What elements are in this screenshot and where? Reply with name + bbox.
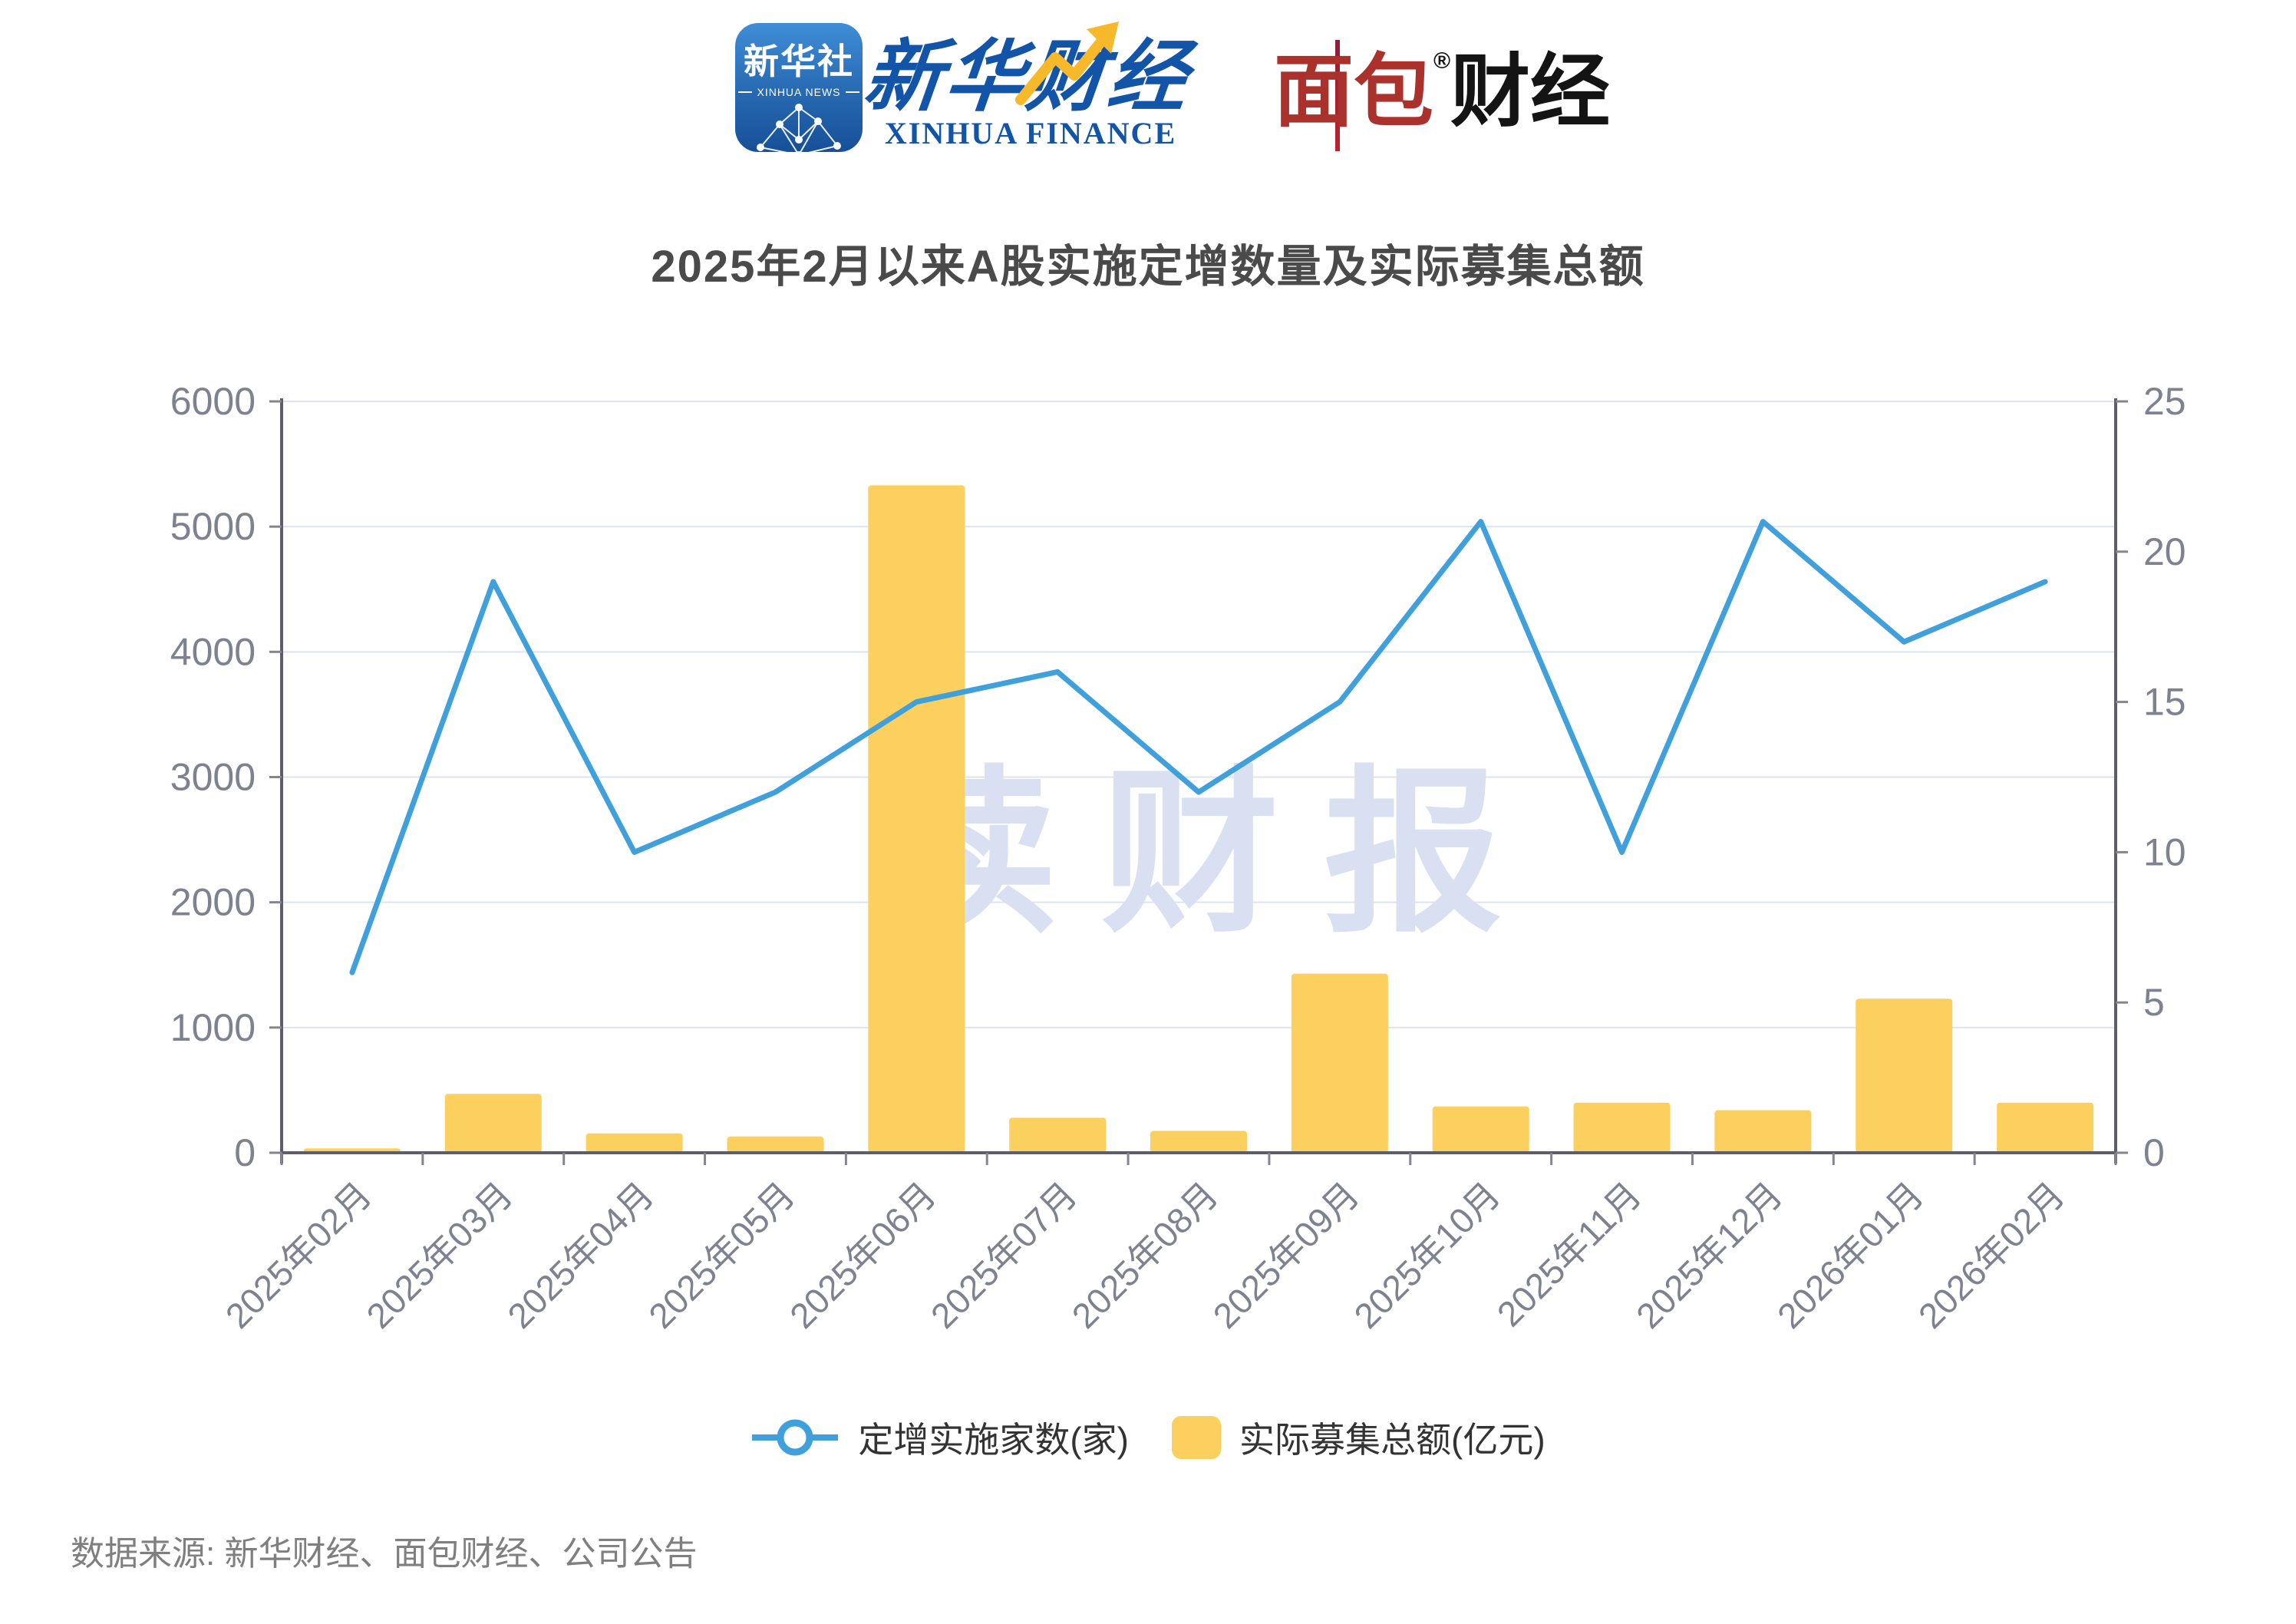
bar[interactable] bbox=[1997, 1102, 2094, 1153]
xinhua-news-logo-icon: 新华社 XINHUA NEWS bbox=[735, 23, 863, 152]
page-title: 2025年2月以来A股实施定增数量及实际募集总额 bbox=[651, 242, 1645, 292]
legend-label-bar-series: 实际募集总额(亿元) bbox=[1239, 1420, 1546, 1460]
xinhua-finance-en: XINHUA FINANCE bbox=[884, 116, 1177, 150]
x-tick-label: 2025年02月 bbox=[218, 1174, 379, 1335]
network-globe-icon bbox=[757, 104, 841, 152]
x-tick-label: 2025年08月 bbox=[1064, 1174, 1226, 1335]
x-tick-label: 2025年03月 bbox=[358, 1174, 520, 1335]
y-axis-right-label: 10 bbox=[2143, 830, 2186, 873]
bread-finance-logo: 面包®财经 bbox=[1274, 38, 1610, 146]
line-series-marker-icon bbox=[752, 1419, 839, 1456]
bread-finance-logo-red: 面包 bbox=[1274, 48, 1434, 137]
bar[interactable] bbox=[1291, 973, 1388, 1153]
y-axis-left-label: 4000 bbox=[170, 630, 256, 673]
bar[interactable] bbox=[1009, 1117, 1107, 1153]
legend-label-line-series: 定增实施家数(家) bbox=[858, 1420, 1129, 1460]
x-tick-label: 2025年10月 bbox=[1346, 1174, 1507, 1335]
y-axis-left-label: 1000 bbox=[170, 1006, 256, 1049]
xinhua-news-logo-cn: 新华社 bbox=[744, 41, 854, 81]
x-tick-label: 2026年02月 bbox=[1911, 1174, 2072, 1335]
bar[interactable] bbox=[586, 1133, 683, 1153]
bar[interactable] bbox=[868, 485, 965, 1153]
y-axis-right-label: 0 bbox=[2143, 1131, 2165, 1174]
x-tick-label: 2025年06月 bbox=[782, 1174, 943, 1335]
x-tick-label: 2025年04月 bbox=[500, 1174, 661, 1335]
y-axis-right-label: 5 bbox=[2143, 981, 2165, 1024]
line-series[interactable] bbox=[349, 519, 2048, 975]
chart-legend: 定增实施家数(家) 实际募集总额(亿元) bbox=[0, 1412, 2296, 1463]
bar[interactable] bbox=[1150, 1131, 1247, 1153]
registered-trademark-icon: ® bbox=[1433, 48, 1451, 74]
bar[interactable] bbox=[1573, 1102, 1671, 1153]
x-tick-label: 2025年11月 bbox=[1489, 1174, 1649, 1334]
y-axis-right-label: 15 bbox=[2143, 681, 2186, 724]
y-axis-left-label: 3000 bbox=[170, 756, 256, 799]
x-tick-label: 2025年09月 bbox=[1206, 1174, 1367, 1335]
finance-arrow-icon bbox=[1015, 21, 1119, 105]
y-axis-right-label: 25 bbox=[2143, 380, 2186, 423]
y-axis-left-label: 6000 bbox=[170, 380, 256, 423]
xinhua-news-logo-en: XINHUA NEWS bbox=[735, 86, 863, 98]
y-axis-left-label: 0 bbox=[234, 1131, 256, 1174]
legend-item-bar-series[interactable]: 实际募集总额(亿元) bbox=[1172, 1412, 1546, 1463]
bar[interactable] bbox=[444, 1094, 542, 1153]
header-divider bbox=[1335, 40, 1340, 151]
source-note: 数据来源: 新华财经、面包财经、公司公告 bbox=[71, 1535, 698, 1573]
bar[interactable] bbox=[727, 1136, 824, 1153]
bread-finance-logo-black: 财经 bbox=[1450, 48, 1611, 137]
x-tick-label: 2025年12月 bbox=[1628, 1174, 1790, 1335]
x-tick-label: 2026年01月 bbox=[1770, 1174, 1931, 1335]
bar-series-marker-icon bbox=[1172, 1416, 1221, 1459]
y-axis-right-label: 20 bbox=[2143, 530, 2186, 573]
y-axis-left-label: 5000 bbox=[170, 505, 256, 548]
x-tick-label: 2025年05月 bbox=[641, 1174, 802, 1335]
bar[interactable] bbox=[1432, 1106, 1529, 1153]
bar[interactable] bbox=[1856, 998, 1953, 1153]
legend-item-line-series[interactable]: 定增实施家数(家) bbox=[750, 1412, 1129, 1463]
x-tick-label: 2025年07月 bbox=[923, 1174, 1084, 1335]
bar[interactable] bbox=[1714, 1110, 1812, 1153]
y-axis-left-label: 2000 bbox=[170, 881, 256, 924]
